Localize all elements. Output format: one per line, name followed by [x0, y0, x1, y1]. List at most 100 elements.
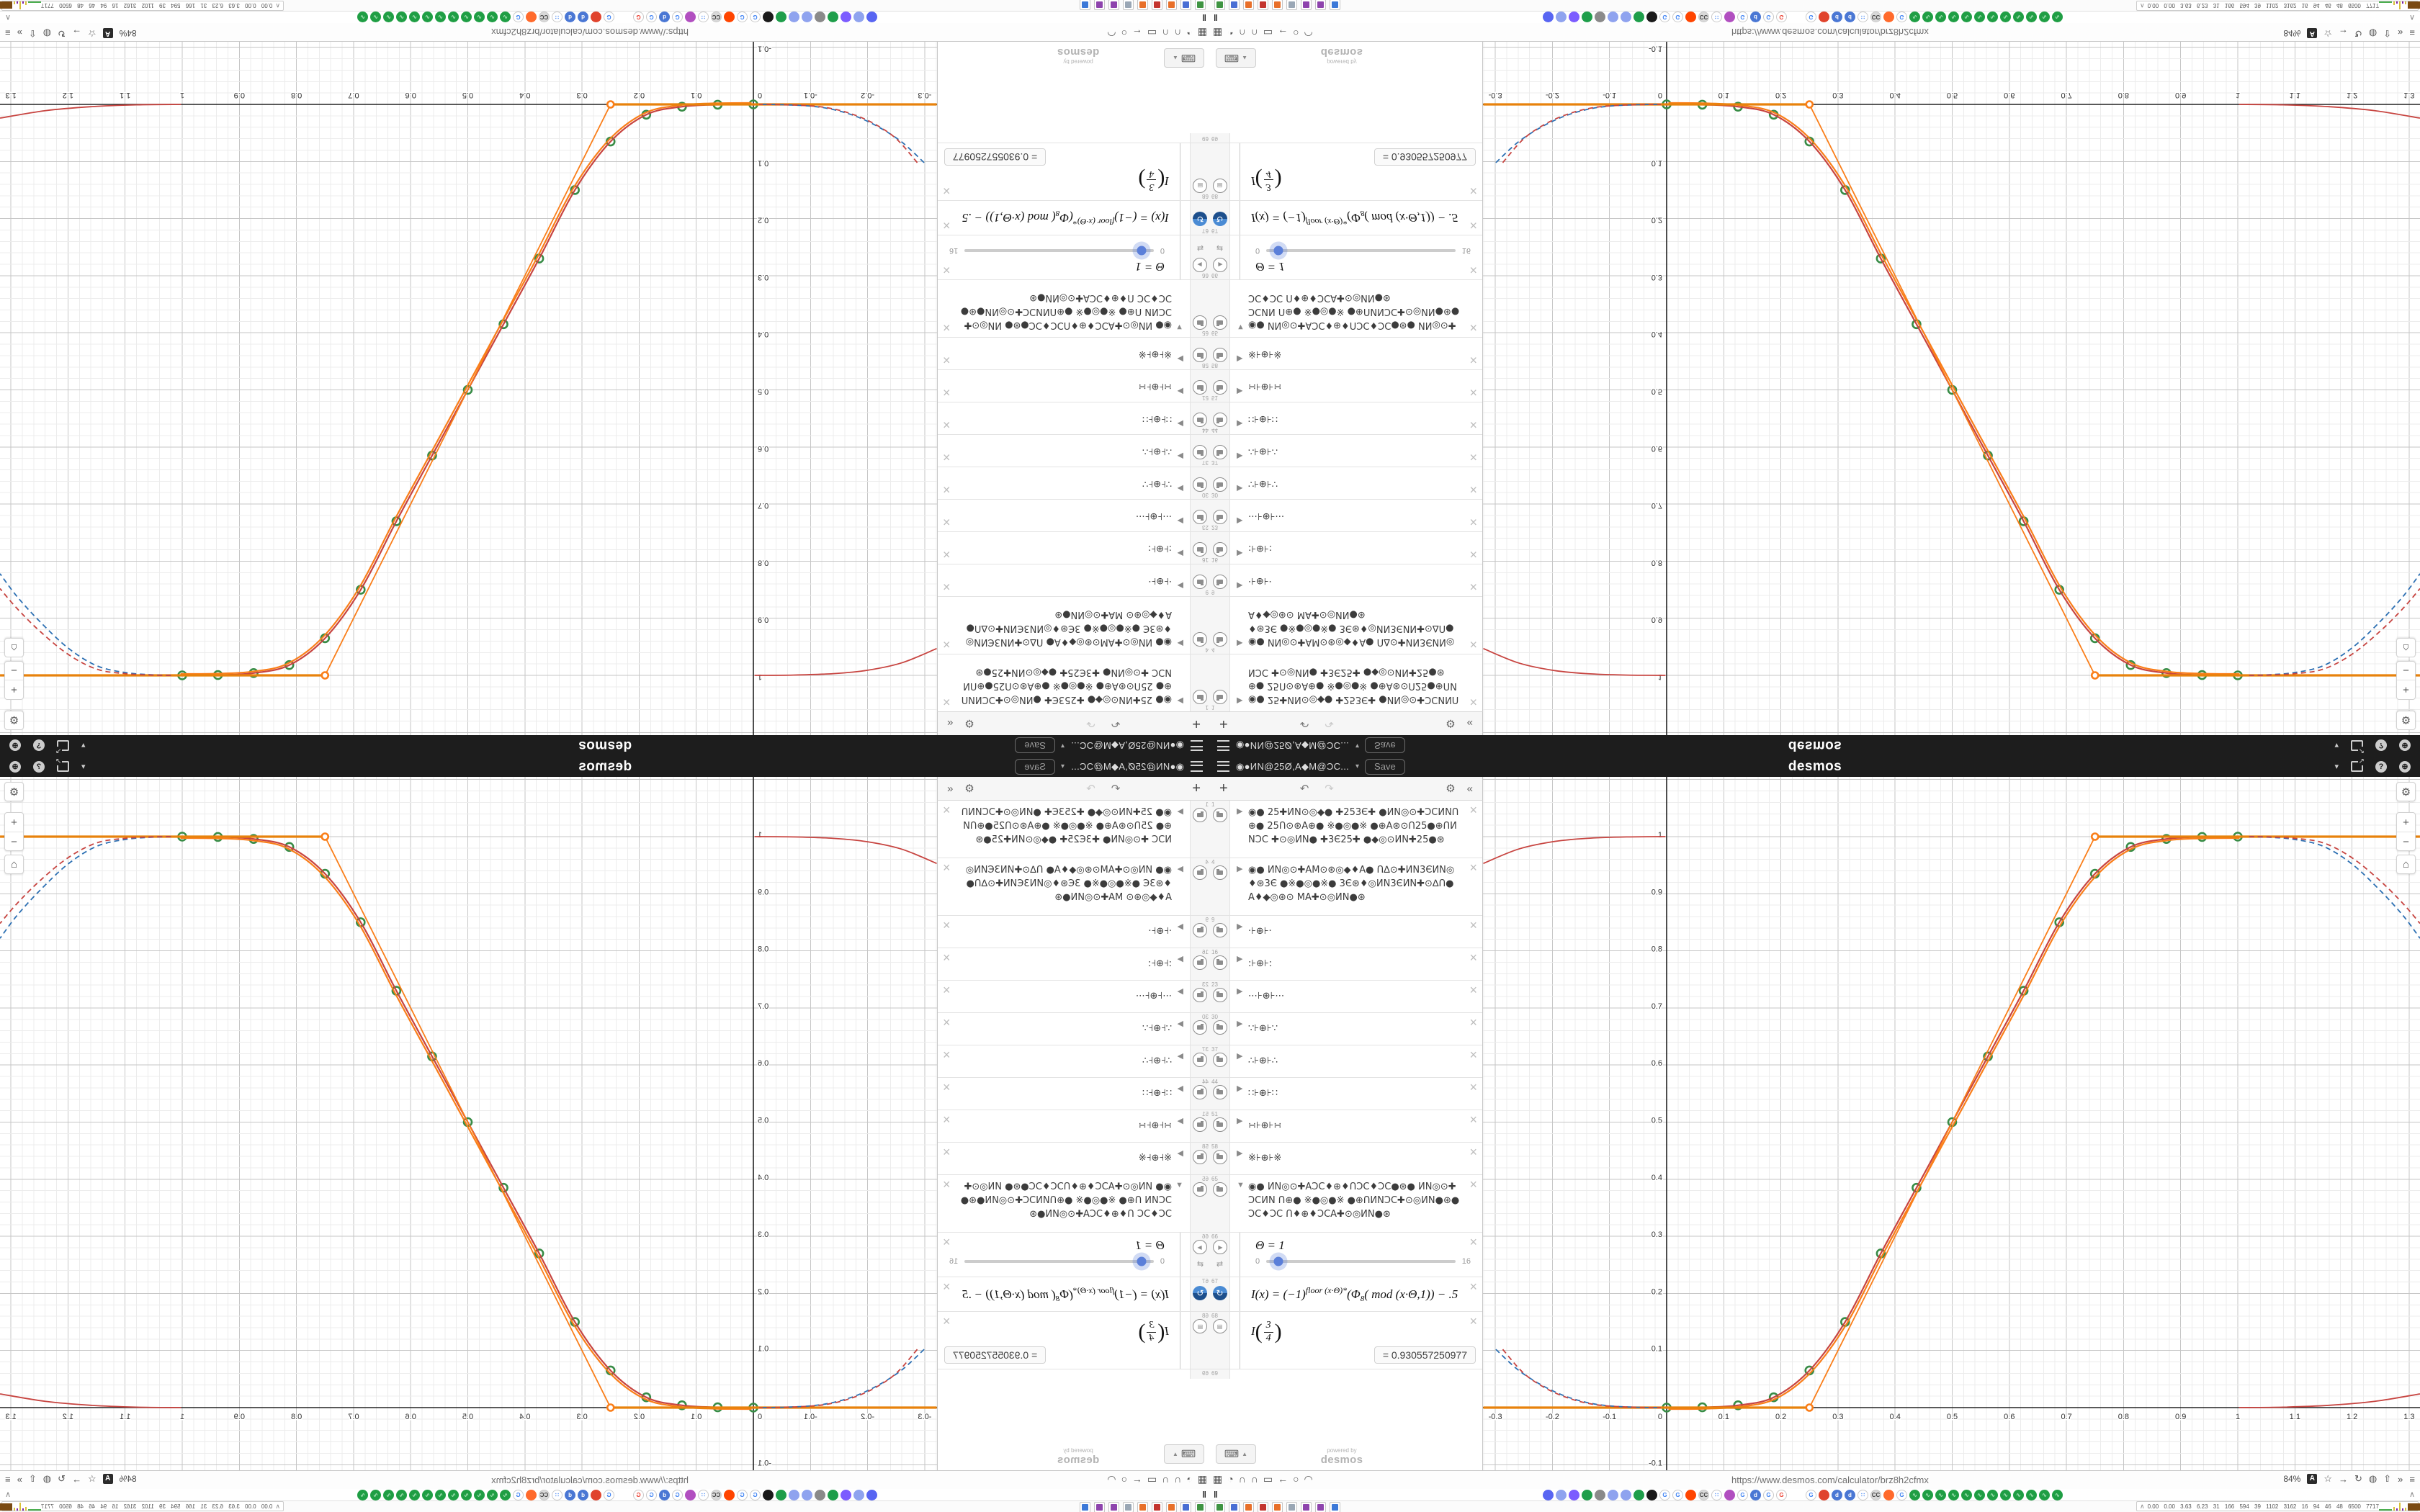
delete-expression-button[interactable]: × [1469, 918, 1477, 932]
favicon[interactable]: ∿ [2013, 12, 2024, 23]
disclosure-collapsed-icon[interactable]: ▶ [1237, 387, 1243, 395]
delete-expression-button[interactable]: × [1469, 1080, 1477, 1094]
favicon[interactable] [841, 12, 851, 23]
help-icon[interactable]: ? [33, 760, 45, 773]
taskbar-app-icon[interactable] [1258, 1502, 1268, 1512]
account-caret-icon[interactable]: ▾ [2334, 741, 2339, 750]
expression-row-37[interactable]: 37 ▶ ∴⊦⊕⊦∴ × [938, 1045, 1210, 1078]
favicon[interactable]: G [604, 1489, 614, 1500]
favicon[interactable] [526, 12, 537, 23]
browser-icon[interactable]: ◔ [1227, 27, 1234, 39]
favicon[interactable] [776, 12, 786, 23]
point-tangent-vertices[interactable] [321, 832, 330, 841]
expression-gutter[interactable]: 66 ▶ ⇄ [1190, 1233, 1210, 1277]
taskbar-app-icon[interactable] [1195, 1502, 1206, 1512]
disclosure-collapsed-icon[interactable]: ▶ [1237, 354, 1243, 363]
expression-gutter[interactable]: 58 [1190, 338, 1210, 369]
expression-row-23[interactable]: 23 ▶ ⋯⊦⊕⊦⋯ × [938, 981, 1210, 1013]
browser-control-icon[interactable]: ⇧ [28, 28, 37, 39]
graph-canvas[interactable]: -0.3 -0.2 -0.1 0.1 0.2 0.3 0.4 0.5 0.6 0.7 0.8 0.9 1… [1483, 42, 2420, 735]
disclosure-collapsed-icon[interactable]: ▶ [1237, 865, 1243, 873]
strip-caret-icon[interactable]: ∧ [2408, 1490, 2415, 1499]
favicon[interactable]: ∿ [383, 1489, 394, 1500]
taskbar-app-icon[interactable] [1137, 0, 1148, 10]
page-zoom-level[interactable]: 84% [2283, 28, 2301, 38]
favicon[interactable]: ∿ [461, 1489, 472, 1500]
favicon[interactable]: d [1750, 12, 1761, 23]
expression-gutter[interactable]: 1 [1210, 801, 1230, 858]
menu-icon[interactable] [1191, 761, 1203, 772]
favicon[interactable] [1608, 12, 1618, 23]
favicon[interactable]: ∿ [500, 12, 511, 23]
favicon[interactable]: G [1659, 12, 1670, 23]
strip-caret-icon[interactable]: ∧ [2408, 13, 2415, 22]
favicon[interactable] [1646, 12, 1657, 23]
play-slider-icon[interactable]: ▶ [1212, 1240, 1227, 1254]
expression-gutter[interactable]: 1 [1190, 801, 1210, 858]
zoom-out-button[interactable]: − [11, 664, 17, 677]
expression-gutter[interactable]: 23 [1190, 500, 1210, 531]
favicon[interactable] [1569, 1489, 1579, 1500]
delete-expression-button[interactable]: × [943, 320, 951, 335]
zoom-out-button[interactable]: − [2403, 835, 2409, 848]
disclosure-collapsed-icon[interactable]: ▶ [1237, 419, 1243, 428]
delete-expression-button[interactable]: × [1469, 184, 1477, 198]
graph-canvas[interactable]: -0.3 -0.2 -0.1 0.1 0.2 0.3 0.4 0.5 0.6 0.7 0.8 0.9 1… [0, 42, 937, 735]
browser-icon[interactable]: ◠ [1107, 27, 1116, 39]
taskbar-app-icon[interactable] [1166, 0, 1177, 10]
expression-gutter[interactable]: 30 [1190, 467, 1210, 499]
favicon[interactable]: G [633, 1489, 644, 1500]
favicon[interactable] [1883, 12, 1894, 23]
favicon[interactable]: G [750, 1489, 761, 1500]
favicon[interactable] [853, 12, 864, 23]
favicon[interactable]: G [633, 12, 644, 23]
title-caret-icon[interactable]: ▾ [1060, 742, 1065, 750]
share-icon[interactable] [2351, 757, 2365, 772]
graph-settings-wrench-button[interactable]: ⚙ [2396, 711, 2416, 730]
expression-row-30[interactable]: 30 ▶ ∵⊦⊕⊦∵ × [938, 1013, 1210, 1045]
redo-button[interactable]: ↷ [1086, 783, 1095, 795]
delete-expression-button[interactable]: × [943, 450, 951, 464]
zoom-out-button[interactable]: − [2403, 664, 2409, 677]
title-caret-icon[interactable]: ▾ [1355, 762, 1360, 770]
favicon[interactable] [685, 12, 696, 23]
delete-expression-button[interactable]: × [943, 263, 951, 277]
expression-gutter[interactable]: 68 ▤ [1190, 1312, 1210, 1369]
browser-control-icon[interactable]: ⇧ [2383, 28, 2392, 39]
expression-row-44[interactable]: 44 ▶ ∷⊦⊕⊦∷ × [1210, 402, 1482, 434]
disclosure-collapsed-icon[interactable]: ▶ [1177, 639, 1183, 647]
favicon[interactable]: G [737, 12, 748, 23]
disclosure-collapsed-icon[interactable]: ▶ [1237, 516, 1243, 525]
favicon[interactable]: ∿ [1961, 12, 1972, 23]
browser-icon[interactable]: ← [1278, 1473, 1289, 1485]
delete-expression-button[interactable]: × [1469, 860, 1477, 875]
add-expression-button[interactable]: + [1219, 780, 1228, 796]
favicon[interactable] [828, 12, 838, 23]
expression-gutter[interactable]: 4 [1210, 597, 1230, 654]
browser-icon[interactable]: ◠ [1304, 27, 1313, 39]
expression-row-44[interactable]: 44 ▶ ∷⊦⊕⊦∷ × [1210, 1078, 1482, 1110]
favicon[interactable]: ∿ [500, 1489, 511, 1500]
disclosure-collapsed-icon[interactable]: ▶ [1237, 807, 1243, 816]
expression-row-37[interactable]: 37 ▶ ∴⊦⊕⊦∴ × [1210, 434, 1482, 467]
delete-expression-button[interactable]: × [1469, 547, 1477, 562]
expression-row-23[interactable]: 23 ▶ ⋯⊦⊕⊦⋯ × [1210, 499, 1482, 531]
expression-row-16[interactable]: 16 ▶:⊦⊕⊦: × [1210, 531, 1482, 564]
favicon[interactable] [1569, 12, 1579, 23]
language-globe-icon[interactable]: ⊕ [9, 760, 21, 773]
favicon[interactable]: CC [539, 12, 550, 23]
expression-gutter[interactable]: 66 ▶ ⇄ [1210, 235, 1230, 279]
point-tangent-vertices[interactable] [2090, 671, 2099, 680]
browser-icon[interactable]: ← [1131, 27, 1142, 39]
point-tangent-vertices[interactable] [606, 1403, 615, 1412]
graph-canvas[interactable]: -0.3 -0.2 -0.1 0.1 0.2 0.3 0.4 0.5 0.6 0.7 0.8 0.9 1… [0, 777, 937, 1470]
favicon[interactable]: G [672, 1489, 683, 1500]
browser-control-icon[interactable]: ≡ [5, 1473, 11, 1485]
favicon[interactable]: ∿ [1987, 12, 1998, 23]
favicon[interactable] [1685, 1489, 1696, 1500]
disclosure-collapsed-icon[interactable]: ▶ [1177, 387, 1183, 395]
expression-gutter[interactable]: 16 [1210, 532, 1230, 564]
taskbar-app-icon[interactable] [1152, 1502, 1162, 1512]
expression-row-1[interactable]: 1 ▶ ◉● 25✚ИN⊙◎◆● ✚253Є✚ ●ИN◎⊙✚ƆCИNՈ⊕● 25Ո⊙… [1210, 654, 1482, 711]
delete-expression-button[interactable]: × [943, 418, 951, 432]
